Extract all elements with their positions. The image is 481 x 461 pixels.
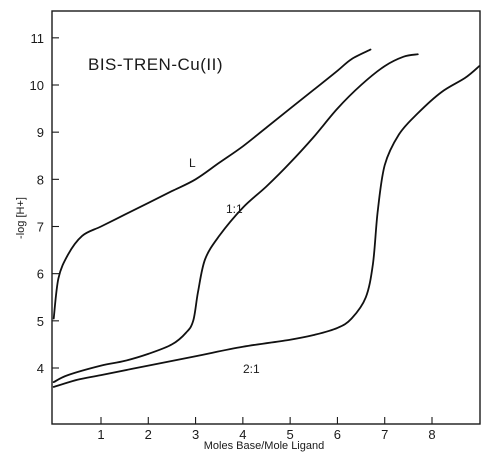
- y-tick-label: 4: [37, 361, 44, 376]
- series-line-1-1: [52, 53, 419, 383]
- x-tick-label: 7: [381, 427, 388, 442]
- y-axis-label: -log [H+]: [15, 197, 27, 239]
- y-tick-label: 6: [37, 267, 44, 282]
- x-tick-label: 6: [334, 427, 341, 442]
- axis-ticks: 1 2 3 4 5 6 7 8 4 5 6 7 8 9 10 11: [30, 31, 436, 442]
- plot-frame: [51, 10, 481, 425]
- chart-title: BIS-TREN-Cu(II): [88, 55, 223, 74]
- curve-label-L: L: [189, 156, 196, 170]
- x-tick-label: 1: [97, 427, 104, 442]
- x-tick-label: 4: [239, 427, 246, 442]
- x-tick-label: 3: [192, 427, 199, 442]
- y-tick-label: 7: [37, 220, 44, 235]
- x-axis-label: Moles Base/Mole Ligand: [204, 440, 324, 452]
- y-tick-label: 5: [37, 314, 44, 329]
- y-tick-label: 10: [30, 78, 44, 93]
- series-line-L: [52, 48, 372, 320]
- x-tick-label: 2: [145, 427, 152, 442]
- curve-label-1-1: 1:1: [226, 202, 243, 216]
- y-tick-label: 8: [37, 172, 44, 187]
- series-line-2-1: [52, 65, 481, 388]
- x-tick-label: 8: [428, 427, 435, 442]
- curve-label-2-1: 2:1: [243, 362, 260, 376]
- y-tick-label: 9: [37, 125, 44, 140]
- y-tick-label: 11: [31, 31, 45, 46]
- curves: [52, 48, 481, 388]
- x-tick-label: 5: [287, 427, 294, 442]
